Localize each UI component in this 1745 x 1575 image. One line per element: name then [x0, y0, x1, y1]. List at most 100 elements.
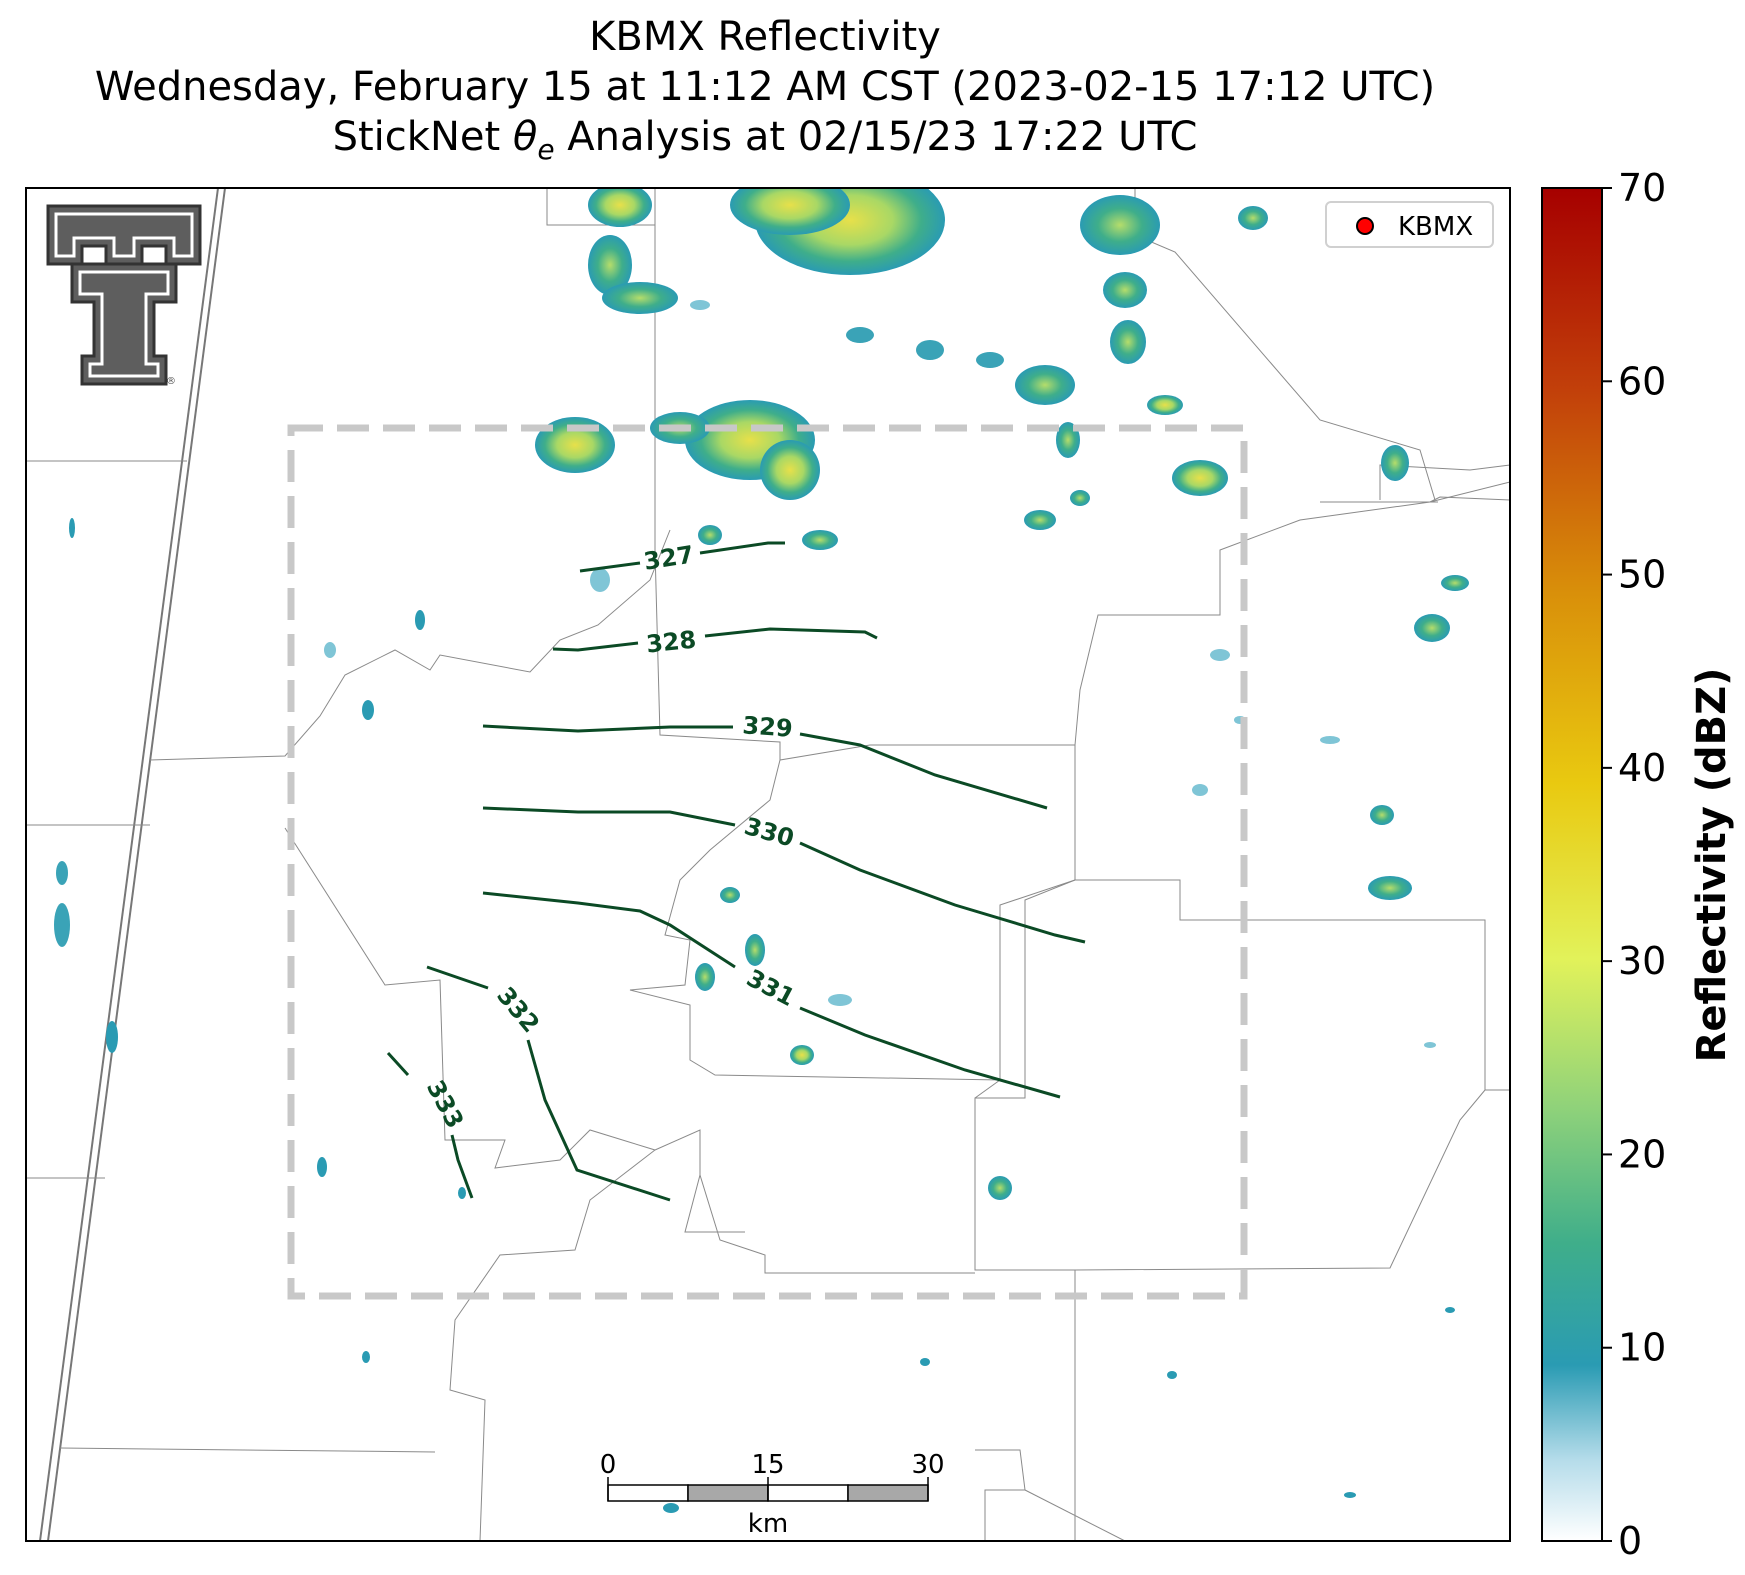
theta-e-contours — [386, 541, 1086, 1202]
scale-tick-label-0: 0 — [600, 1450, 617, 1480]
echo-cell — [106, 1021, 118, 1053]
echo-cell — [1381, 445, 1409, 481]
echo-cell — [663, 1503, 679, 1513]
colorbar-tick-label: 70 — [1618, 166, 1666, 210]
echo-cell — [1344, 1492, 1356, 1498]
echo-cell — [602, 282, 678, 314]
colorbar-tick-label: 50 — [1618, 553, 1666, 597]
scale-segment — [607, 1484, 689, 1502]
echo-cell — [54, 903, 70, 947]
title-line-3: StickNet θe Analysis at 02/15/23 17:22 U… — [0, 114, 1530, 173]
echo-cell — [1441, 575, 1469, 591]
echo-cell — [846, 327, 874, 343]
scale-segment — [847, 1484, 929, 1502]
county-line — [654, 1129, 975, 1274]
echo-cell — [720, 887, 740, 903]
echo-cell — [1370, 805, 1394, 825]
echo-cell — [1172, 460, 1228, 496]
contour-330 — [482, 806, 1086, 944]
logo-registered-mark: ® — [166, 376, 176, 387]
echo-cell — [695, 963, 715, 991]
double-t-logo: ® — [46, 204, 202, 387]
county-line — [1074, 1089, 1486, 1271]
title-line-3-suffix: Analysis at 02/15/23 17:22 UTC — [554, 114, 1198, 160]
echo-cell — [976, 352, 1004, 368]
echo-cell — [458, 1187, 466, 1199]
colorbar-tick-label: 0 — [1618, 1519, 1642, 1563]
county-line — [654, 188, 1510, 761]
county-line — [1075, 879, 1510, 1091]
echo-cell — [1320, 736, 1340, 744]
echo-cell — [362, 700, 374, 720]
echo-cell — [1445, 1307, 1455, 1313]
contour-331 — [482, 891, 1061, 1099]
echo-cell — [730, 188, 850, 235]
echo-cell — [802, 530, 838, 550]
echo-cell — [690, 300, 710, 310]
county-line — [1379, 464, 1510, 500]
analysis-domain-box — [287, 424, 1248, 1300]
title-line-3-prefix: StickNet — [332, 114, 513, 160]
state-boundary — [47, 188, 226, 1541]
legend-box — [1325, 201, 1494, 248]
echo-cell — [1103, 272, 1147, 308]
colorbar-tick-label: 30 — [1618, 939, 1666, 983]
echo-cell — [828, 994, 852, 1006]
echo-cell — [1080, 195, 1160, 255]
echo-cell — [698, 525, 722, 545]
echo-cell — [588, 235, 632, 295]
echo-cell — [362, 1351, 370, 1363]
echo-cell — [988, 1176, 1012, 1200]
county-line — [149, 529, 671, 761]
contour-327 — [579, 541, 785, 573]
scale-segment — [767, 1484, 849, 1502]
echo-cell — [1024, 510, 1056, 530]
title-line-2: Wednesday, February 15 at 11:12 AM CST (… — [94, 64, 1436, 110]
echo-cell — [1147, 395, 1183, 415]
echo-cell — [745, 934, 765, 966]
echo-cell — [56, 861, 68, 885]
county-line — [59, 1447, 436, 1453]
contour-333 — [386, 1051, 474, 1199]
colorbar-fill — [1541, 187, 1603, 1542]
echo-cell — [588, 188, 652, 227]
echo-cell — [1368, 876, 1412, 900]
scale-tick-label-15: 15 — [751, 1450, 784, 1480]
colorbar-tick-label: 60 — [1618, 359, 1666, 403]
legend: KBMX — [1325, 201, 1494, 248]
title-line-1: KBMX Reflectivity — [589, 14, 941, 60]
echo-cell — [415, 610, 425, 630]
echo-cell — [790, 1045, 814, 1065]
echo-cell — [69, 518, 75, 538]
county-line — [974, 745, 1076, 1540]
county-line — [974, 1079, 1001, 1099]
echo-cell — [760, 440, 820, 500]
colorbar-tick-label: 10 — [1618, 1326, 1666, 1370]
map-area: 327 328 329 330 331 332 333 KBMX 0 15 30 — [26, 188, 1510, 1541]
county-line — [629, 759, 1076, 1081]
colorbar-tick-label: 20 — [1618, 1132, 1666, 1176]
county-line — [1429, 496, 1510, 503]
state-boundary-2 — [39, 188, 219, 1541]
contour-label-329: 329 — [742, 711, 794, 742]
echo-cell — [324, 642, 336, 658]
county-boundaries — [26, 188, 1510, 1541]
echo-cell — [1238, 206, 1268, 230]
contour-label-328: 328 — [645, 626, 698, 659]
echo-cell — [916, 340, 944, 360]
scale-unit-label: km — [748, 1509, 788, 1539]
legend-label-kbmx: KBMX — [1398, 212, 1473, 242]
map-frame — [25, 187, 1511, 1542]
echo-cell — [590, 568, 610, 592]
map-background — [26, 188, 1510, 1541]
radar-echoes — [54, 188, 1469, 1513]
echo-cell — [1424, 1042, 1436, 1048]
echo-cell — [1210, 649, 1230, 661]
echo-cell — [1192, 784, 1208, 796]
contour-329 — [482, 724, 1048, 810]
echo-cell — [1110, 320, 1146, 364]
echo-cell — [317, 1157, 327, 1177]
echo-cell — [1070, 490, 1090, 506]
scale-tick-label-30: 30 — [911, 1450, 944, 1480]
colorbar-title: Reflectivity (dBZ) — [1689, 668, 1735, 1063]
